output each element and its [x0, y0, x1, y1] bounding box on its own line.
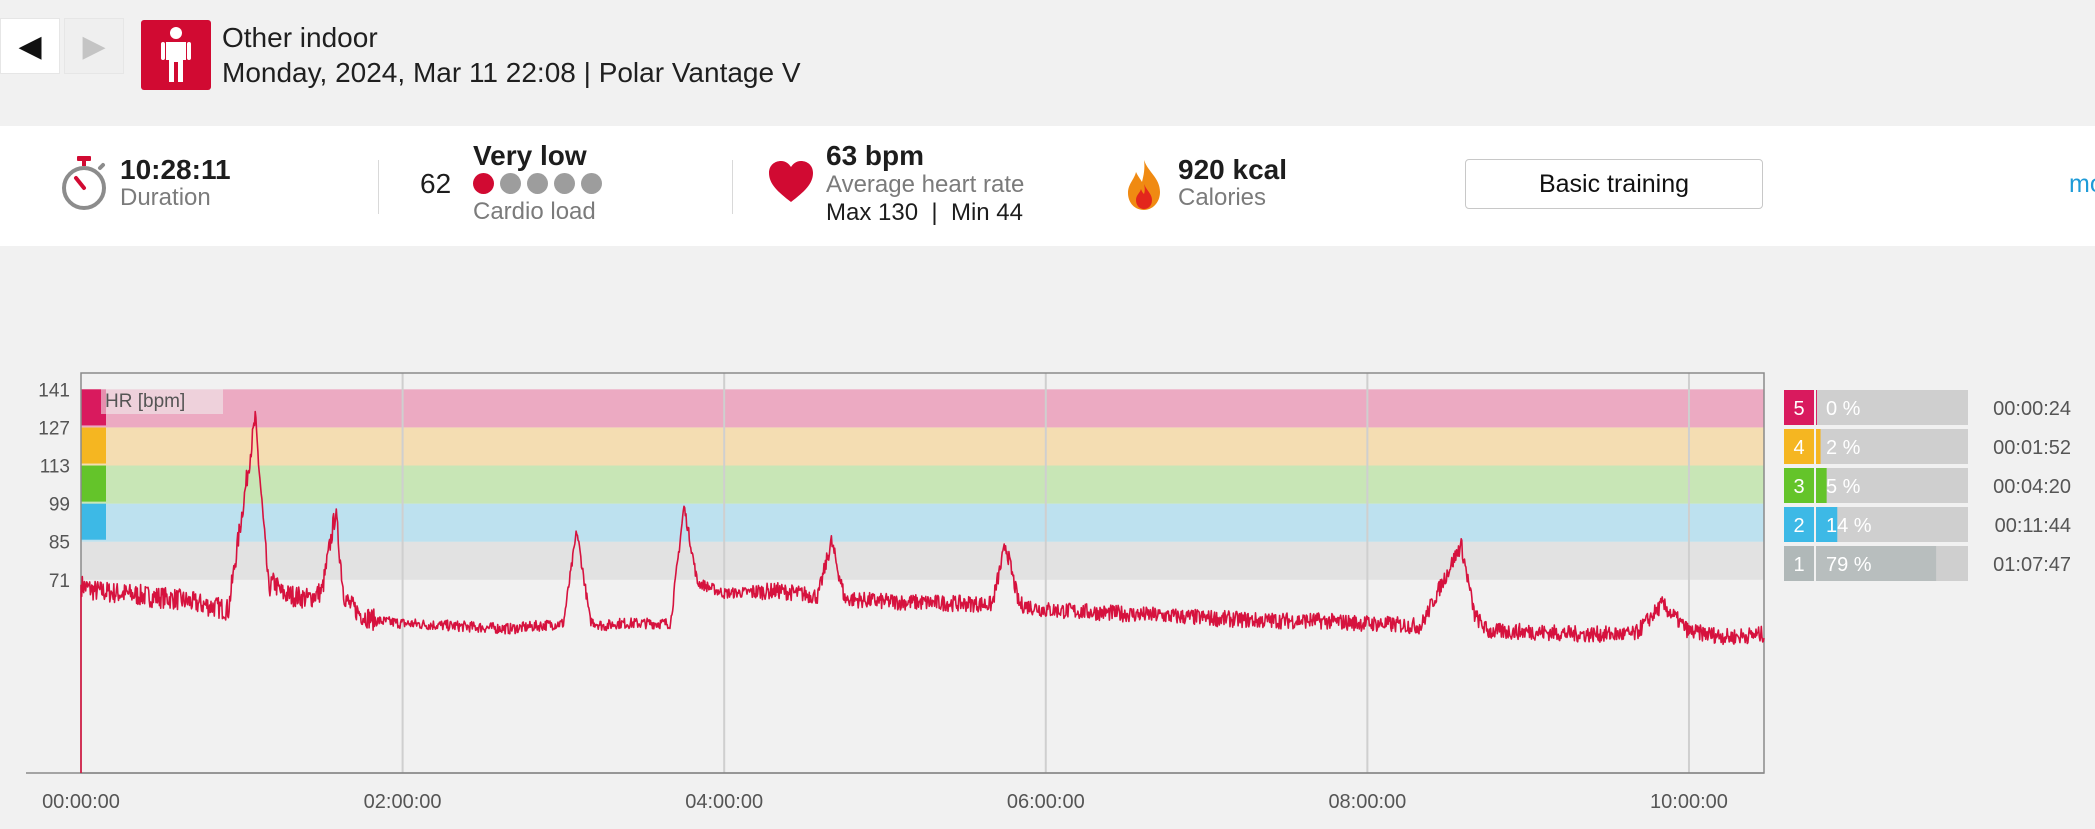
divider — [732, 160, 733, 214]
zone-4-percent: 2 % — [1826, 437, 1861, 459]
heart-rate-chart: 141 127 113 99 85 71 00:00:00 02:00:00 04:00:00 0… — [26, 372, 2071, 813]
divider — [378, 160, 379, 214]
x-tick-label: 02:00:00 — [364, 791, 442, 813]
hr-label-box — [101, 385, 223, 414]
zone-marker-2 — [81, 503, 106, 540]
cardio-dot-2 — [500, 173, 521, 194]
cardio-load-label: Cardio load — [473, 198, 596, 225]
calories-label: Calories — [1178, 184, 1267, 211]
zone-1-number: 1 — [1793, 554, 1804, 576]
duration-label: Duration — [120, 184, 211, 211]
stopwatch-icon — [62, 156, 106, 210]
zone-4-bar-fill — [1816, 429, 1821, 464]
x-tick-label: 08:00:00 — [1328, 791, 1406, 813]
person-standing-icon — [141, 20, 211, 90]
zone-4-bar-track — [1816, 429, 1968, 464]
hr-series-line — [80, 410, 1765, 773]
zone-3-number-box — [1784, 468, 1814, 503]
summary-bar: 10:28:11 Duration 62 Very low Cardio loa… — [0, 126, 2095, 246]
y-tick-label: 71 — [49, 571, 70, 592]
avg-hr-label: Average heart rate — [826, 171, 1025, 198]
y-tick-label: 85 — [49, 533, 70, 554]
zone-band-4 — [81, 427, 1764, 466]
zone-2-number-box — [1784, 507, 1814, 542]
zone-1-time: 01:07:47 — [1993, 554, 2071, 576]
x-tick-label: 10:00:00 — [1650, 791, 1728, 813]
next-button[interactable]: ▶ — [64, 18, 124, 74]
hr-axis-label: HR [bpm] — [105, 391, 185, 412]
arrow-left-icon: ◀ — [18, 29, 42, 63]
x-tick-label: 00:00:00 — [42, 791, 120, 813]
flame-icon — [1128, 160, 1160, 210]
zone-marker-4 — [81, 427, 106, 464]
zone-2-bar-fill — [1816, 507, 1838, 542]
zone-marker-3 — [81, 465, 106, 502]
duration-value: 10:28:11 — [120, 154, 231, 185]
cardio-dot-5 — [581, 173, 602, 194]
cardio-dot-3 — [527, 173, 548, 194]
hr-max-min: Max 130 | Min 44 — [826, 199, 1023, 226]
activity-subtitle: Monday, 2024, Mar 11 22:08 | Polar Vanta… — [222, 57, 801, 88]
zone-3-percent: 5 % — [1826, 476, 1861, 498]
calories-value: 920 kcal — [1178, 154, 1287, 185]
zone-1-percent: 79 % — [1826, 554, 1872, 576]
zone-5-percent: 0 % — [1826, 398, 1861, 420]
heart-icon — [769, 161, 813, 202]
zone-5-number-box — [1784, 390, 1814, 425]
cardio-load-value: 62 — [420, 168, 452, 199]
zone-1-bar-fill — [1816, 546, 1937, 581]
zone-5-number: 5 — [1793, 398, 1804, 420]
zone-band-1 — [81, 541, 1764, 580]
zone-3-bar-fill — [1816, 468, 1827, 503]
zone-band-3 — [81, 465, 1764, 504]
basic-training-button[interactable]: Basic training — [1465, 159, 1763, 209]
cardio-dot-4 — [554, 173, 575, 194]
zone-3-time: 00:04:20 — [1993, 476, 2071, 498]
y-tick-label: 141 — [38, 380, 70, 401]
y-tick-label: 127 — [38, 418, 70, 439]
zone-3-number: 3 — [1793, 476, 1804, 498]
cardio-load-level: Very low — [473, 140, 587, 171]
zone-4-number: 4 — [1793, 437, 1804, 459]
previous-button[interactable]: ◀ — [0, 18, 60, 74]
zone-1-number-box — [1784, 546, 1814, 581]
zone-4-time: 00:01:52 — [1993, 437, 2071, 459]
zone-4-number-box — [1784, 429, 1814, 464]
zone-2-percent: 14 % — [1826, 515, 1872, 537]
zone-band-5 — [81, 389, 1764, 428]
zone-5-time: 00:00:24 — [1993, 398, 2071, 420]
x-tick-label: 04:00:00 — [685, 791, 763, 813]
zone-2-time: 00:11:44 — [1995, 515, 2071, 537]
zone-5-bar-fill — [1816, 390, 1817, 425]
zone-2-bar-track — [1816, 507, 1968, 542]
y-tick-label: 113 — [40, 457, 70, 478]
cardio-dot-1 — [473, 173, 494, 194]
zone-band-2 — [81, 503, 1764, 542]
activity-title: Other indoor — [222, 22, 378, 53]
zone-5-bar-track — [1816, 390, 1968, 425]
y-tick-label: 99 — [49, 495, 70, 516]
more-link[interactable]: mo — [2069, 170, 2095, 198]
zone-3-bar-track — [1816, 468, 1968, 503]
x-tick-label: 06:00:00 — [1007, 791, 1085, 813]
avg-hr-value: 63 bpm — [826, 140, 925, 171]
zone-2-number: 2 — [1793, 515, 1804, 537]
arrow-right-icon: ▶ — [82, 29, 106, 63]
